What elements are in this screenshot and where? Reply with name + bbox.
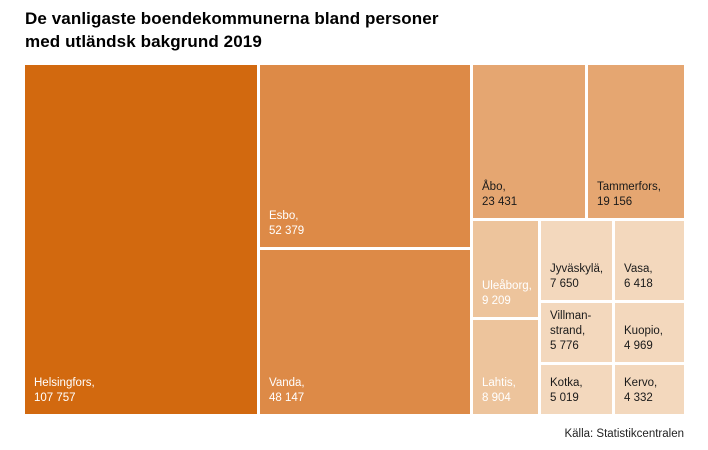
tile-name: Esbo, <box>269 210 299 222</box>
tile-name: Kervo, <box>624 377 658 389</box>
treemap-tile-kervo: Kervo, 4 332 <box>615 365 684 414</box>
tile-label: Åbo, 23 431 <box>482 180 517 210</box>
treemap-tile-uleaborg: Uleåborg, 9 209 <box>473 221 538 317</box>
treemap-tile-vasa: Vasa, 6 418 <box>615 221 684 300</box>
tile-label: Kotka, 5 019 <box>550 376 583 406</box>
tile-label: Tammerfors, 19 156 <box>597 180 661 210</box>
tile-label: Kuopio, 4 969 <box>624 324 663 354</box>
tile-name-cont: strand, <box>550 325 586 337</box>
tile-value: 19 156 <box>597 196 633 208</box>
treemap-tile-helsingfors: Helsingfors, 107 757 <box>25 65 257 414</box>
tile-label: Kervo, 4 332 <box>624 376 657 406</box>
tile-name: Helsingfors, <box>34 377 95 389</box>
tile-name: Vasa, <box>624 263 653 275</box>
tile-value: 52 379 <box>269 225 305 237</box>
tile-name: Åbo, <box>482 181 506 193</box>
tile-name: Lahtis, <box>482 377 516 389</box>
tile-label: Vasa, 6 418 <box>624 262 653 292</box>
tile-label: Vanda, 48 147 <box>269 376 305 406</box>
tile-label: Jyväskylä, 7 650 <box>550 262 603 292</box>
tile-value: 48 147 <box>269 392 305 404</box>
tile-value: 8 904 <box>482 392 511 404</box>
tile-label: Esbo, 52 379 <box>269 209 304 239</box>
treemap-tile-lahtis: Lahtis, 8 904 <box>473 320 538 414</box>
tile-value: 4 332 <box>624 392 653 404</box>
source-attribution: Källa: Statistikcentralen <box>564 428 684 440</box>
tile-value: 5 019 <box>550 392 579 404</box>
treemap-tile-jyvaskyla: Jyväskylä, 7 650 <box>541 221 612 300</box>
treemap-tile-kotka: Kotka, 5 019 <box>541 365 612 414</box>
chart-title-line2: med utländsk bakgrund 2019 <box>25 32 262 51</box>
tile-name: Uleåborg, <box>482 280 532 292</box>
treemap-tile-abo: Åbo, 23 431 <box>473 65 585 218</box>
tile-value: 7 650 <box>550 278 579 290</box>
chart-title-line1: De vanligaste boendekommunerna bland per… <box>25 9 439 28</box>
tile-name: Tammerfors, <box>597 181 661 193</box>
tile-value: 6 418 <box>624 278 653 290</box>
treemap-tile-tammerfors: Tammerfors, 19 156 <box>588 65 684 218</box>
tile-value: 5 776 <box>550 340 579 352</box>
tile-name: Kotka, <box>550 377 583 389</box>
tile-name: Vanda, <box>269 377 305 389</box>
treemap-tile-esbo: Esbo, 52 379 <box>260 65 470 247</box>
tile-name: Jyväskylä, <box>550 263 604 275</box>
tile-label: Helsingfors, 107 757 <box>34 376 95 406</box>
tile-name: Kuopio, <box>624 325 664 337</box>
tile-label: Lahtis, 8 904 <box>482 376 516 406</box>
tile-value: 9 209 <box>482 295 511 307</box>
tile-value: 23 431 <box>482 196 518 208</box>
treemap-tile-villmanstrand: Villman- strand, 5 776 <box>541 303 612 362</box>
tile-label: Uleåborg, 9 209 <box>482 279 532 309</box>
treemap-tile-kuopio: Kuopio, 4 969 <box>615 303 684 362</box>
tile-value: 107 757 <box>34 392 76 404</box>
chart-title: De vanligaste boendekommunerna bland per… <box>25 7 439 53</box>
tile-name: Villman- <box>550 310 592 322</box>
tile-label: Villman- strand, 5 776 <box>550 309 591 354</box>
tile-value: 4 969 <box>624 340 653 352</box>
treemap-tile-vanda: Vanda, 48 147 <box>260 250 470 414</box>
